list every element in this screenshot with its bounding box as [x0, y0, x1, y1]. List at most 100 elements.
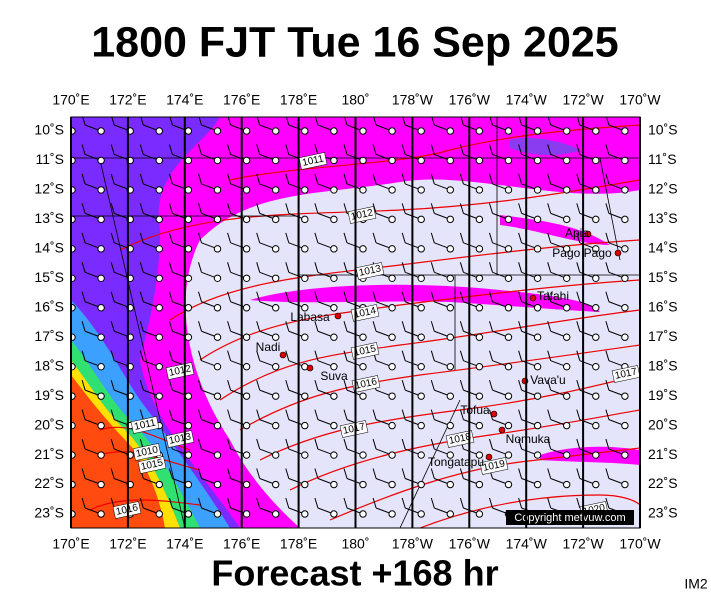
- barb-feather: [430, 232, 435, 243]
- wind-barb: [489, 144, 513, 165]
- barb-station: [417, 362, 425, 371]
- wind-barb: [314, 321, 338, 341]
- wind-barb: [81, 144, 105, 165]
- barb-feather: [168, 232, 173, 243]
- wind-barb: [314, 262, 338, 282]
- barb-feather: [518, 232, 523, 243]
- wind-barb: [285, 291, 309, 312]
- barb-feather: [459, 144, 464, 155]
- isobar-label: 1010: [135, 444, 159, 459]
- longitude-label-bottom: 172˚W: [562, 536, 604, 552]
- wind-barb: [518, 438, 542, 459]
- wind-barb: [227, 468, 251, 489]
- barb-station: [592, 274, 600, 282]
- barb-station: [213, 333, 222, 341]
- barb-station: [446, 333, 454, 341]
- barb-feather: [518, 350, 523, 361]
- barb-feather: [430, 144, 435, 155]
- wind-barb: [373, 117, 396, 135]
- latitude-label-left: 17˚S: [34, 328, 64, 344]
- barb-station: [184, 451, 193, 459]
- barb-station: [272, 215, 280, 224]
- wind-barb: [81, 409, 105, 430]
- isobar-label-box: [350, 304, 380, 322]
- barb-station: [272, 274, 280, 282]
- barb-feather: [168, 409, 173, 420]
- barb-station: [213, 245, 222, 253]
- barb-station: [155, 333, 164, 341]
- barb-feather: [489, 203, 493, 214]
- wind-barb: [459, 321, 484, 341]
- barb-station: [621, 274, 629, 282]
- barb-feather: [576, 321, 581, 332]
- barb-feather: [576, 232, 581, 243]
- wind-barb: [139, 291, 164, 312]
- barb-feather: [81, 262, 86, 273]
- barb-station: [330, 392, 338, 400]
- barb-feather: [285, 350, 290, 361]
- wind-barb: [547, 117, 571, 135]
- isobar-label-box: [137, 456, 167, 474]
- barb-station: [446, 274, 454, 282]
- barb-feather: [110, 379, 115, 391]
- barb-feather: [605, 468, 610, 479]
- longitude-label-top: 178˚W: [392, 92, 434, 108]
- barb-feather: [168, 350, 173, 361]
- barb-feather: [605, 438, 610, 450]
- barb-station: [417, 333, 425, 341]
- barb-feather: [372, 291, 377, 302]
- barb-station: [330, 480, 338, 489]
- barb-feather: [576, 497, 581, 509]
- wind-barb: [227, 173, 251, 194]
- wind-barb: [256, 173, 280, 194]
- wind-barb: [227, 409, 251, 430]
- barb-station: [388, 362, 396, 371]
- barb-station: [184, 510, 193, 518]
- barb-station: [475, 421, 484, 430]
- latitude-label-left: 14˚S: [34, 240, 64, 256]
- barb-station: [272, 510, 280, 518]
- barb-feather: [256, 262, 261, 273]
- barb-station: [213, 421, 222, 430]
- wind-barb: [285, 438, 309, 459]
- wind-barb: [430, 468, 454, 489]
- barb-feather: [285, 173, 290, 185]
- barb-station: [155, 156, 164, 165]
- barb-station: [155, 304, 164, 312]
- barb-station: [388, 274, 396, 282]
- barb-station: [621, 304, 629, 312]
- barb-feather: [198, 203, 202, 214]
- wind-barb: [547, 173, 571, 194]
- barb-station: [388, 304, 396, 312]
- barb-feather: [256, 291, 261, 302]
- barb-station: [592, 245, 600, 253]
- isobar-label: 1011: [301, 153, 325, 168]
- isobar-label-box: [351, 375, 381, 393]
- wind-barb: [139, 262, 164, 282]
- wind-barb: [547, 409, 571, 430]
- place-name: Tofua: [460, 403, 490, 417]
- place-dot: [498, 426, 506, 434]
- barb-station: [621, 186, 629, 194]
- barb-station: [242, 304, 251, 312]
- barb-station: [330, 156, 338, 165]
- barb-feather: [110, 144, 115, 155]
- barb-station: [242, 274, 251, 282]
- barb-feather: [372, 203, 377, 214]
- barb-feather: [489, 350, 493, 361]
- barb-feather: [81, 144, 86, 155]
- barb-station: [184, 480, 193, 489]
- wind-barb: [227, 438, 251, 459]
- barb-feather: [227, 232, 232, 243]
- copyright: Copyright metvuw.com: [514, 512, 625, 524]
- barb-feather: [343, 321, 348, 332]
- latitude-label-left: 16˚S: [34, 298, 64, 314]
- wind-barb: [489, 379, 513, 400]
- barb-station: [417, 156, 425, 165]
- barb-station: [301, 421, 309, 430]
- barb-feather: [430, 203, 435, 214]
- barb-station: [155, 480, 164, 489]
- place-dot: [490, 410, 498, 418]
- wind-barb: [227, 117, 251, 135]
- wind-barb: [459, 379, 484, 400]
